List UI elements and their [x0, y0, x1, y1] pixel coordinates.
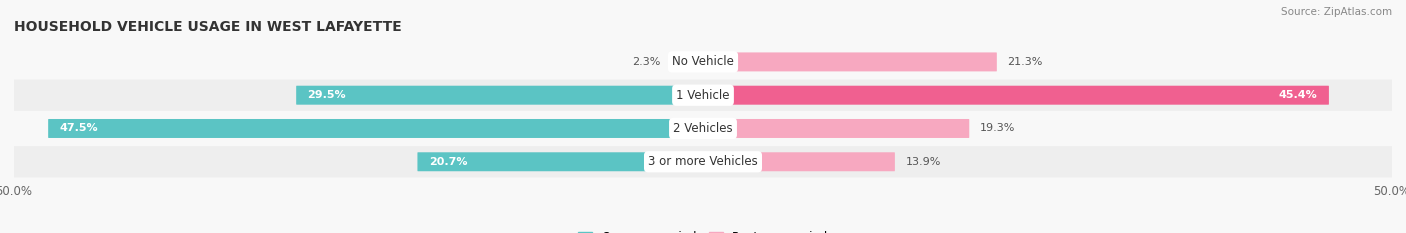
FancyBboxPatch shape: [703, 152, 894, 171]
FancyBboxPatch shape: [418, 152, 703, 171]
Text: 29.5%: 29.5%: [308, 90, 346, 100]
FancyBboxPatch shape: [703, 86, 1329, 105]
Text: 45.4%: 45.4%: [1279, 90, 1317, 100]
FancyBboxPatch shape: [297, 86, 703, 105]
Legend: Owner-occupied, Renter-occupied: Owner-occupied, Renter-occupied: [572, 226, 834, 233]
Text: Source: ZipAtlas.com: Source: ZipAtlas.com: [1281, 7, 1392, 17]
Text: No Vehicle: No Vehicle: [672, 55, 734, 69]
FancyBboxPatch shape: [48, 119, 703, 138]
Text: 2 Vehicles: 2 Vehicles: [673, 122, 733, 135]
Text: 20.7%: 20.7%: [429, 157, 467, 167]
FancyBboxPatch shape: [14, 113, 1392, 144]
FancyBboxPatch shape: [14, 79, 1392, 111]
Text: 47.5%: 47.5%: [59, 123, 98, 134]
Text: 1 Vehicle: 1 Vehicle: [676, 89, 730, 102]
FancyBboxPatch shape: [671, 52, 703, 71]
Text: 2.3%: 2.3%: [631, 57, 661, 67]
Text: 13.9%: 13.9%: [905, 157, 941, 167]
Text: 3 or more Vehicles: 3 or more Vehicles: [648, 155, 758, 168]
FancyBboxPatch shape: [14, 146, 1392, 177]
FancyBboxPatch shape: [703, 119, 969, 138]
FancyBboxPatch shape: [703, 52, 997, 71]
Text: 21.3%: 21.3%: [1008, 57, 1043, 67]
Text: HOUSEHOLD VEHICLE USAGE IN WEST LAFAYETTE: HOUSEHOLD VEHICLE USAGE IN WEST LAFAYETT…: [14, 20, 402, 34]
Text: 19.3%: 19.3%: [980, 123, 1015, 134]
FancyBboxPatch shape: [14, 46, 1392, 78]
